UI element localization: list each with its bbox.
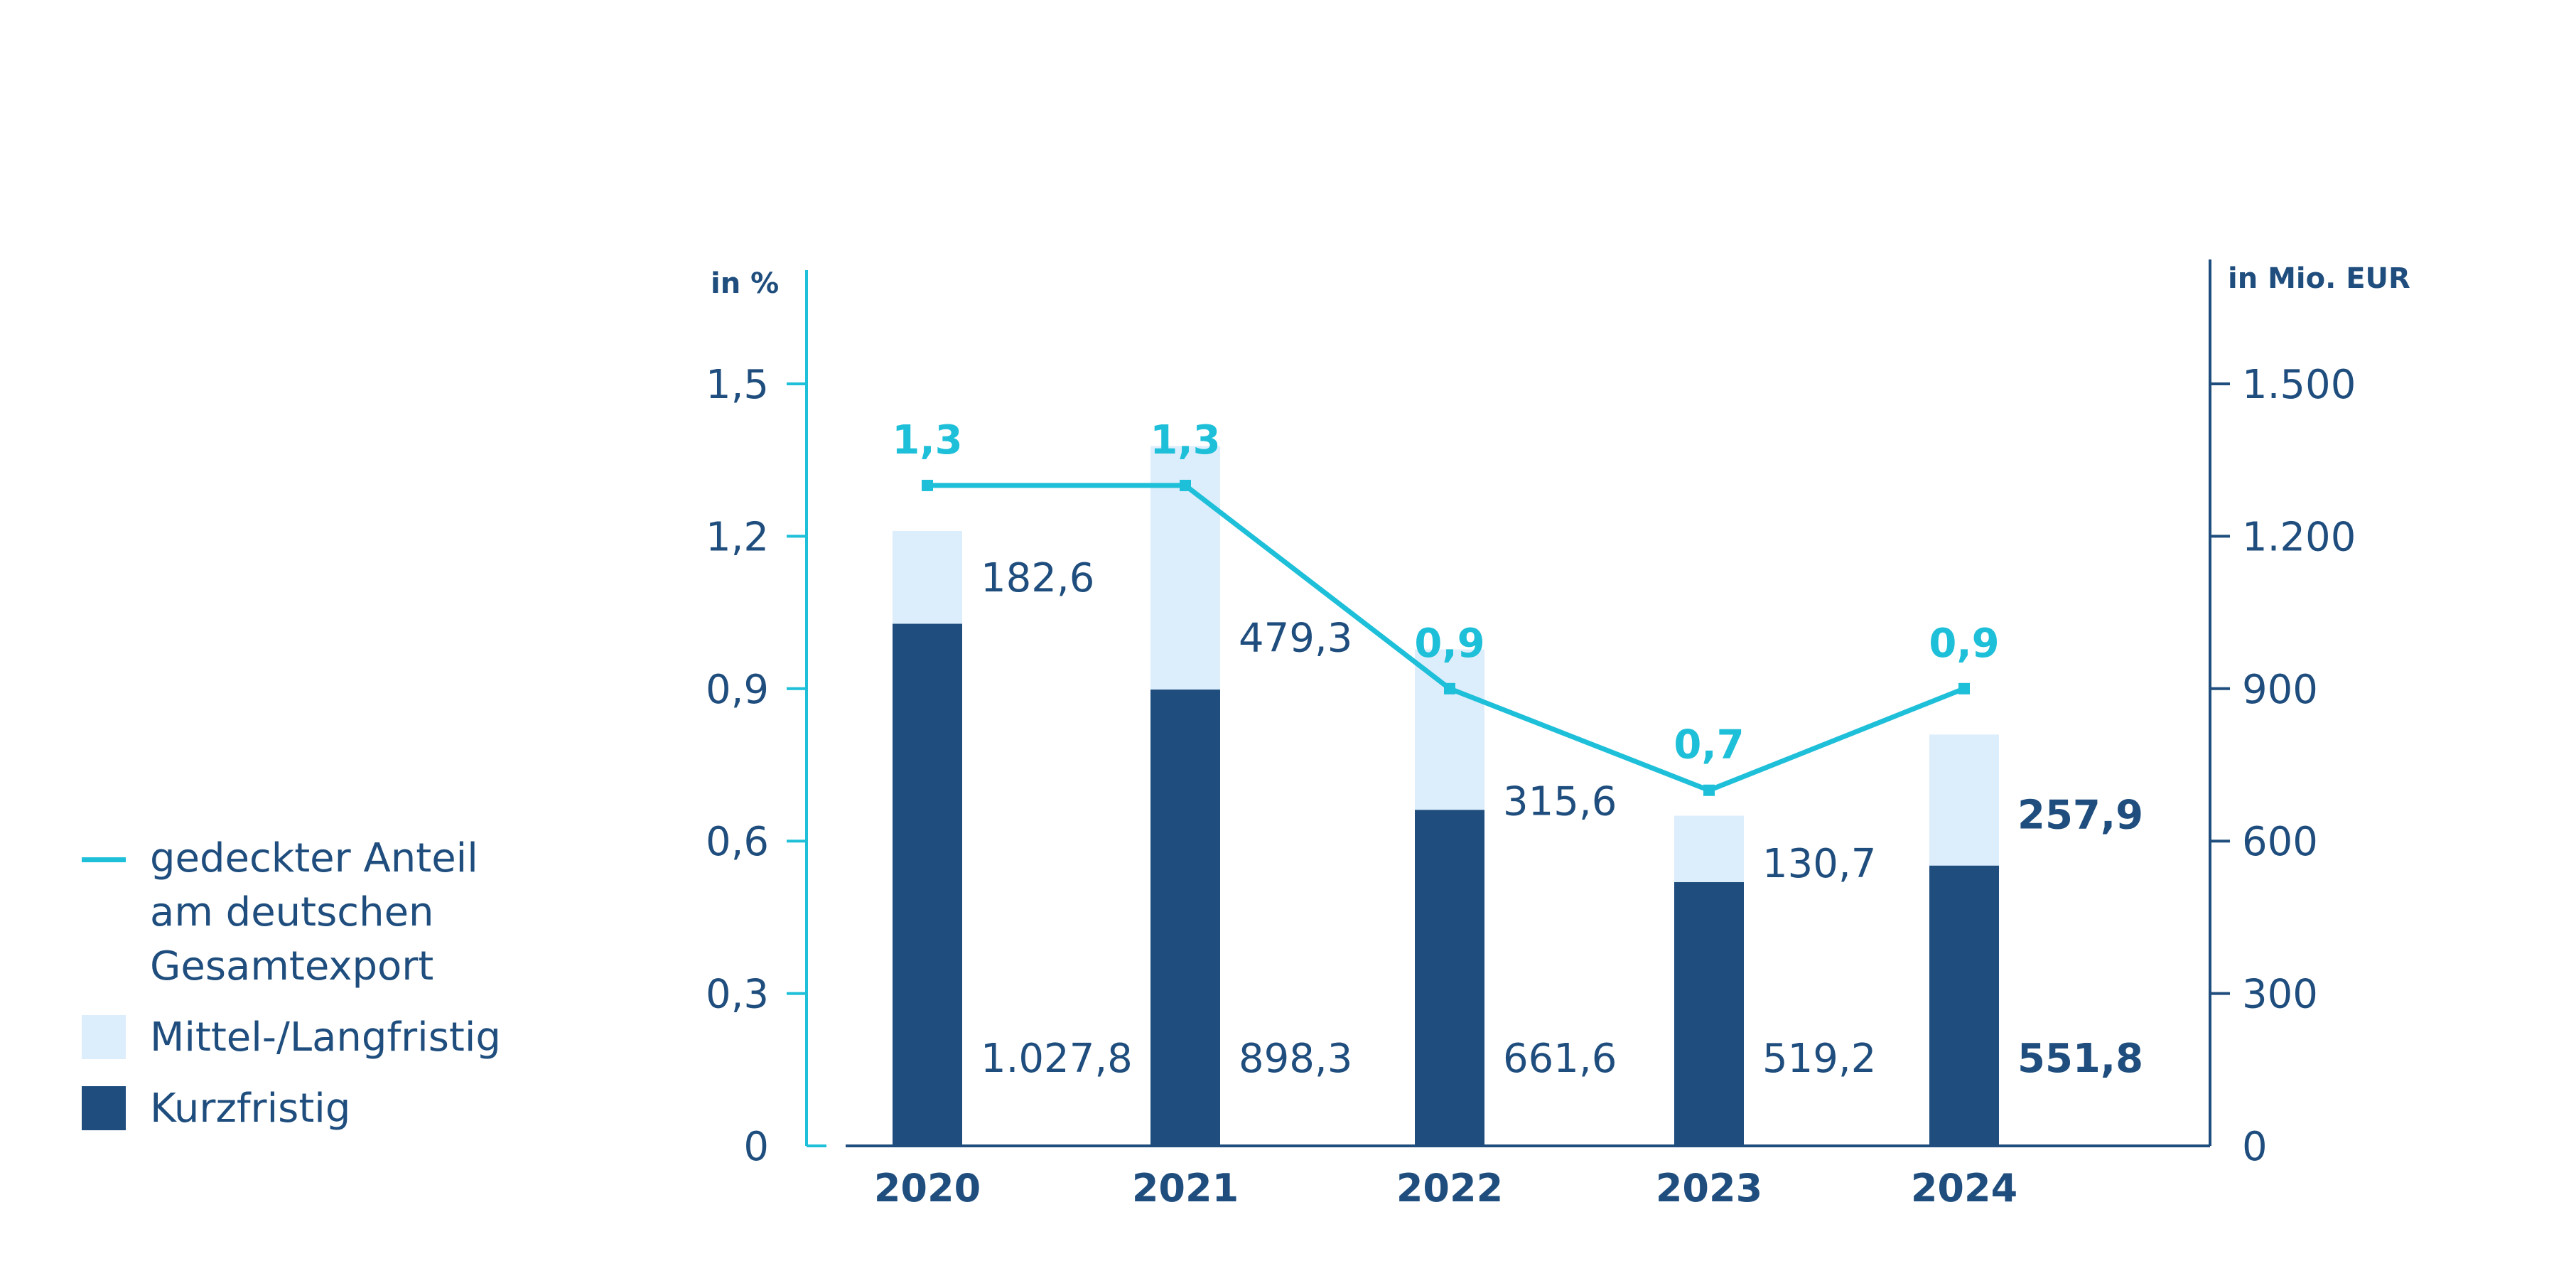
line-point-label: 1,3 bbox=[1150, 417, 1220, 463]
line-group bbox=[922, 479, 1970, 796]
value-label-short-term: 519,2 bbox=[1762, 1036, 1876, 1082]
right-axis-unit: in Mio. EUR bbox=[2228, 262, 2410, 295]
value-label-long-term: 315,6 bbox=[1503, 778, 1617, 825]
legend-label-long-term: Mittel-/Langfristig bbox=[150, 1014, 501, 1061]
category-label: 2020 bbox=[874, 1166, 981, 1211]
bar-long-term bbox=[1415, 649, 1484, 810]
bar-short-term bbox=[1929, 865, 1999, 1146]
legend-item-short-term: Kurzfristig bbox=[82, 1082, 501, 1136]
right-tick-label: 600 bbox=[2242, 819, 2318, 865]
bar-short-term bbox=[1150, 690, 1220, 1146]
left-tick-label: 0,3 bbox=[706, 972, 769, 1018]
bar-short-term bbox=[893, 623, 962, 1146]
legend-item-line: gedeckter Anteil am deutschen Gesamtexpo… bbox=[82, 832, 501, 994]
bars-group bbox=[893, 446, 1999, 1146]
right-tick-label: 0 bbox=[2242, 1124, 2268, 1170]
category-label: 2023 bbox=[1656, 1166, 1762, 1211]
right-tick-label: 1.500 bbox=[2242, 362, 2356, 408]
bar-long-term bbox=[893, 530, 962, 624]
bar-long-term bbox=[1929, 734, 1999, 866]
value-label-long-term: 257,9 bbox=[2017, 792, 2143, 838]
value-label-short-term: 898,3 bbox=[1239, 1036, 1352, 1082]
left-tick-label: 0 bbox=[743, 1124, 769, 1170]
category-label: 2022 bbox=[1396, 1166, 1503, 1211]
category-label: 2021 bbox=[1132, 1166, 1239, 1211]
left-tick-label: 0,6 bbox=[706, 819, 769, 865]
legend: gedeckter Anteil am deutschen Gesamtexpo… bbox=[82, 832, 501, 1153]
value-label-long-term: 479,3 bbox=[1239, 616, 1352, 662]
left-tick-label: 1,2 bbox=[706, 514, 769, 560]
axes-group: in % in Mio. EUR 0 0,3 0,6 0,9 1,2 1,5 0 300 600 90… bbox=[706, 259, 2410, 1170]
line-point-label: 0,9 bbox=[1929, 621, 1999, 667]
right-tick-label: 300 bbox=[2242, 972, 2318, 1018]
bar-long-term bbox=[1674, 815, 1744, 882]
left-tick-label: 1,5 bbox=[706, 362, 769, 408]
value-label-long-term: 182,6 bbox=[981, 555, 1094, 601]
labels-group: 2020 1.027,8 182,6 2021 898,3 479,3 2022 661,6 3… bbox=[874, 417, 2143, 1211]
legend-swatch-short-term bbox=[82, 1086, 126, 1130]
left-axis-unit: in % bbox=[711, 267, 779, 300]
line-point bbox=[1444, 682, 1455, 695]
legend-line-swatch bbox=[82, 857, 126, 862]
legend-label-line: gedeckter Anteil am deutschen Gesamtexpo… bbox=[150, 835, 478, 990]
value-label-short-term: 551,8 bbox=[2017, 1036, 2143, 1082]
value-label-short-term: 1.027,8 bbox=[981, 1036, 1133, 1082]
line-point bbox=[1703, 784, 1715, 796]
line-point-label: 1,3 bbox=[892, 417, 962, 463]
value-label-long-term: 130,7 bbox=[1762, 841, 1876, 887]
right-tick-label: 900 bbox=[2242, 667, 2318, 713]
legend-swatch-long-term bbox=[82, 1015, 126, 1059]
line-point-label: 0,9 bbox=[1414, 621, 1484, 667]
right-tick-label: 1.200 bbox=[2242, 514, 2356, 560]
line-point bbox=[1958, 682, 1970, 695]
legend-item-long-term: Mittel-/Langfristig bbox=[82, 1011, 501, 1065]
line-point-label: 0,7 bbox=[1674, 722, 1744, 768]
legend-label-short-term: Kurzfristig bbox=[150, 1085, 351, 1132]
bar-short-term bbox=[1415, 810, 1484, 1146]
value-label-short-term: 661,6 bbox=[1503, 1036, 1617, 1082]
left-tick-label: 0,9 bbox=[706, 667, 769, 713]
line-point bbox=[922, 479, 933, 491]
category-label: 2024 bbox=[1911, 1166, 2017, 1211]
bar-short-term bbox=[1674, 881, 1744, 1146]
line-point bbox=[1180, 479, 1191, 491]
